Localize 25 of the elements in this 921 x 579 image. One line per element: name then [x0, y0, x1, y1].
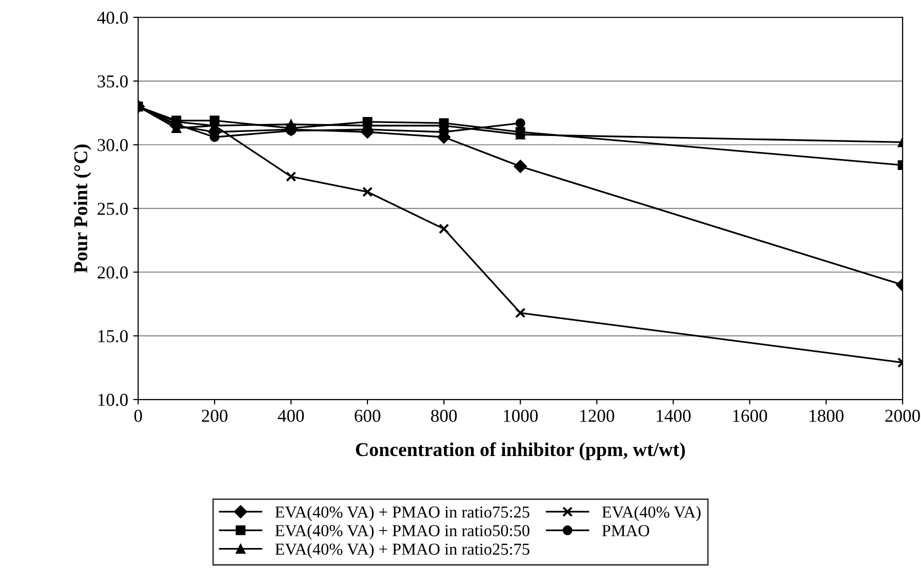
y-tick-label: 30.0: [98, 139, 128, 152]
y-tick-label: 10.0: [98, 394, 128, 406]
x-tick-label: 0: [134, 410, 142, 422]
x-tick-label: 800: [431, 410, 457, 422]
x-tick-label: 1600: [733, 410, 768, 422]
x-tick-label: 200: [202, 410, 228, 422]
x-tick-label: 1000: [504, 410, 538, 422]
legend-label: PMAO: [602, 525, 650, 536]
y-tick-label: 35.0: [98, 75, 128, 88]
x-axis-title: Concentration of inhibitor (ppm, wt/wt): [356, 442, 685, 460]
legend-label: EVA(40% VA): [602, 506, 701, 522]
y-tick-label: 15.0: [98, 330, 128, 342]
y-tick-label: 25.0: [98, 202, 128, 215]
legend-label: EVA(40% VA) + PMAO in ratio75:25: [275, 506, 530, 522]
x-tick-label: 2000: [885, 410, 920, 422]
x-tick-label: 1800: [810, 410, 844, 422]
x-tick-label: 1200: [580, 410, 614, 422]
y-axis-title: Pour Point (°C): [74, 144, 92, 273]
x-tick-label: 400: [278, 410, 304, 422]
x-tick-label: 1400: [656, 410, 691, 422]
legend-label: EVA(40% VA) + PMAO in ratio25:75: [275, 543, 530, 558]
y-tick-label: 20.0: [98, 266, 128, 279]
x-tick-label: 600: [354, 410, 380, 422]
y-tick-label: 40.0: [97, 12, 128, 24]
legend-label: EVA(40% VA) + PMAO in ratio50:50: [275, 524, 530, 540]
